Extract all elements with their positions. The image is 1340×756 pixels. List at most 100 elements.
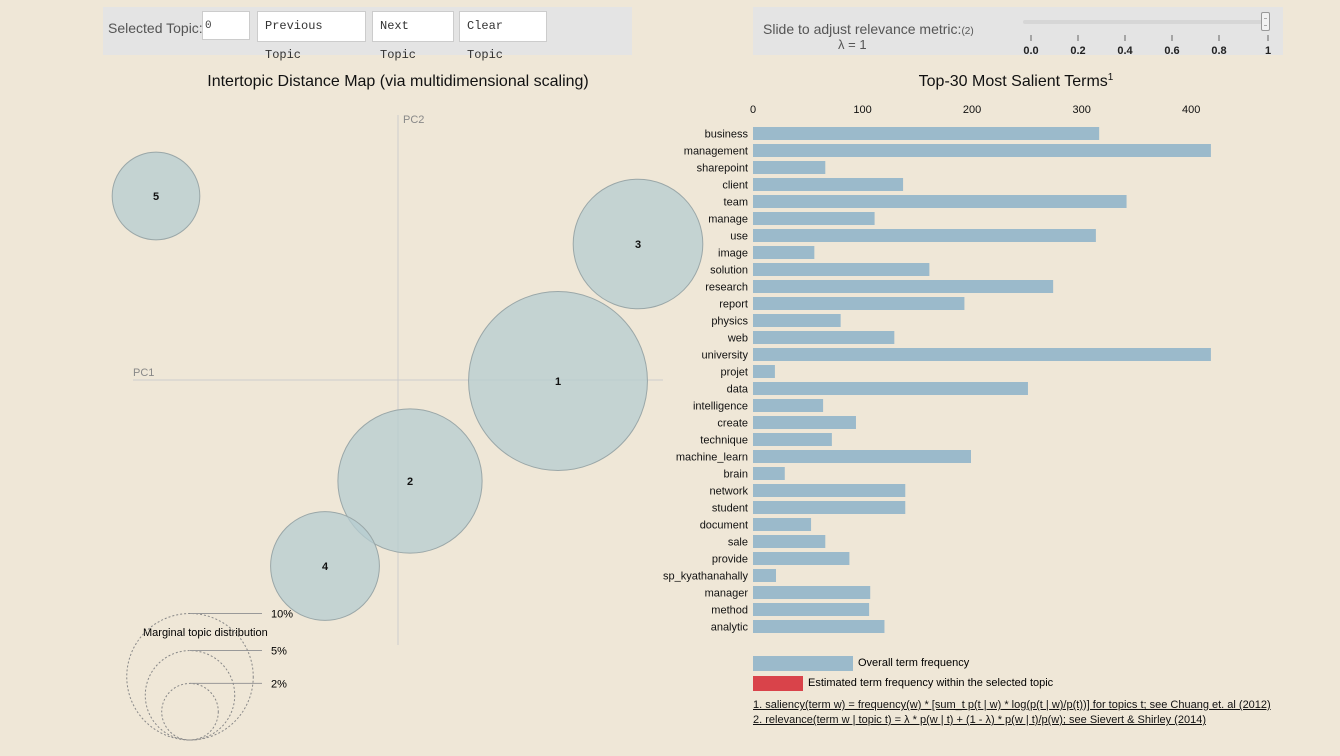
term-label[interactable]: manage: [708, 214, 748, 226]
term-bar[interactable]: [753, 195, 1127, 208]
previous-topic-button[interactable]: Previous Topic: [257, 11, 366, 62]
term-row[interactable]: image: [718, 246, 815, 260]
term-bar[interactable]: [753, 229, 1096, 242]
term-row[interactable]: create: [717, 416, 856, 430]
relevance-slider-thumb[interactable]: [1261, 12, 1270, 31]
term-row[interactable]: client: [722, 178, 904, 192]
term-bar[interactable]: [753, 331, 895, 344]
relevance-slider-track[interactable]: [1023, 20, 1263, 24]
term-row[interactable]: team: [724, 195, 1127, 209]
term-row[interactable]: projet: [720, 365, 775, 379]
term-label[interactable]: analytic: [711, 622, 749, 634]
term-bar[interactable]: [753, 178, 904, 191]
topic-circle-3[interactable]: [572, 178, 704, 310]
term-row[interactable]: document: [700, 518, 812, 532]
term-bar[interactable]: [753, 297, 965, 310]
term-row[interactable]: physics: [711, 314, 841, 328]
term-label[interactable]: intelligence: [693, 401, 748, 413]
topic-bubble-5[interactable]: 5: [111, 151, 201, 241]
term-bar[interactable]: [753, 586, 871, 599]
term-row[interactable]: sp_kyathanahally: [663, 569, 777, 583]
term-row[interactable]: intelligence: [693, 399, 824, 413]
term-label[interactable]: team: [724, 197, 748, 209]
term-bar[interactable]: [753, 603, 870, 616]
term-bar[interactable]: [753, 144, 1211, 157]
clear-topic-button[interactable]: Clear Topic: [459, 11, 547, 62]
term-bar[interactable]: [753, 127, 1100, 140]
topic-bubble-4[interactable]: 4: [270, 511, 380, 621]
term-bar[interactable]: [753, 433, 832, 446]
selected-topic-input[interactable]: [202, 11, 250, 40]
topic-bubble-2[interactable]: 2: [337, 408, 483, 554]
term-bar[interactable]: [753, 416, 856, 429]
term-label[interactable]: university: [702, 350, 749, 362]
term-label[interactable]: client: [722, 180, 748, 192]
term-bar[interactable]: [753, 569, 777, 582]
footnote-relevance[interactable]: 2. relevance(term w | topic t) = λ * p(w…: [753, 714, 1206, 726]
term-row[interactable]: use: [730, 229, 1096, 243]
term-bar[interactable]: [753, 382, 1028, 395]
term-row[interactable]: university: [702, 348, 1211, 362]
term-row[interactable]: student: [712, 501, 906, 515]
term-label[interactable]: technique: [700, 435, 748, 447]
term-label[interactable]: sale: [728, 537, 748, 549]
term-bar[interactable]: [753, 518, 812, 531]
term-label[interactable]: use: [730, 231, 748, 243]
term-label[interactable]: provide: [712, 554, 748, 566]
term-label[interactable]: create: [717, 418, 748, 430]
term-bar[interactable]: [753, 246, 815, 259]
term-label[interactable]: method: [711, 605, 748, 617]
term-bar[interactable]: [753, 552, 850, 565]
term-bar[interactable]: [753, 212, 875, 225]
term-label[interactable]: business: [705, 129, 749, 141]
term-label[interactable]: manager: [705, 588, 749, 600]
term-label[interactable]: document: [700, 520, 748, 532]
topic-bubble-3[interactable]: 3: [572, 178, 704, 310]
term-row[interactable]: method: [711, 603, 870, 617]
term-label[interactable]: management: [684, 146, 748, 158]
term-row[interactable]: solution: [710, 263, 930, 277]
term-row[interactable]: management: [684, 144, 1211, 158]
term-row[interactable]: machine_learn: [676, 450, 971, 464]
term-row[interactable]: network: [709, 484, 906, 498]
term-label[interactable]: physics: [711, 316, 748, 328]
term-label[interactable]: report: [719, 299, 748, 311]
term-label[interactable]: projet: [720, 367, 748, 379]
term-bar[interactable]: [753, 314, 841, 327]
term-row[interactable]: brain: [724, 467, 785, 481]
term-row[interactable]: manage: [708, 212, 875, 226]
term-label[interactable]: brain: [724, 469, 748, 481]
footnote-saliency[interactable]: 1. saliency(term w) = frequency(w) * [su…: [753, 699, 1271, 711]
term-bar[interactable]: [753, 450, 971, 463]
term-label[interactable]: network: [709, 486, 748, 498]
term-bar[interactable]: [753, 399, 824, 412]
term-row[interactable]: sale: [728, 535, 826, 549]
term-label[interactable]: solution: [710, 265, 748, 277]
term-bar[interactable]: [753, 280, 1054, 293]
next-topic-button[interactable]: Next Topic: [372, 11, 454, 62]
term-label[interactable]: data: [727, 384, 749, 396]
term-row[interactable]: manager: [705, 586, 871, 600]
topic-bubble-1[interactable]: 1: [468, 291, 648, 471]
topic-circle-5[interactable]: [111, 151, 201, 241]
term-bar[interactable]: [753, 161, 826, 174]
topic-circle-4[interactable]: [270, 511, 380, 621]
term-row[interactable]: business: [705, 127, 1100, 141]
term-bar[interactable]: [753, 467, 785, 480]
term-bar[interactable]: [753, 535, 826, 548]
term-bar[interactable]: [753, 484, 906, 497]
term-row[interactable]: web: [727, 331, 895, 345]
term-row[interactable]: data: [727, 382, 1028, 396]
term-label[interactable]: student: [712, 503, 748, 515]
term-row[interactable]: report: [719, 297, 965, 311]
term-row[interactable]: provide: [712, 552, 850, 566]
term-bar[interactable]: [753, 620, 885, 633]
topic-circle-1[interactable]: [468, 291, 648, 471]
topic-circle-2[interactable]: [337, 408, 483, 554]
term-bar[interactable]: [753, 501, 906, 514]
term-label[interactable]: sharepoint: [697, 163, 748, 175]
term-bars[interactable]: business management sharepoint client team ma…: [663, 127, 1211, 634]
term-bar[interactable]: [753, 365, 775, 378]
term-label[interactable]: image: [718, 248, 748, 260]
topic-bubbles[interactable]: 1 2 3 4 5: [111, 151, 704, 621]
